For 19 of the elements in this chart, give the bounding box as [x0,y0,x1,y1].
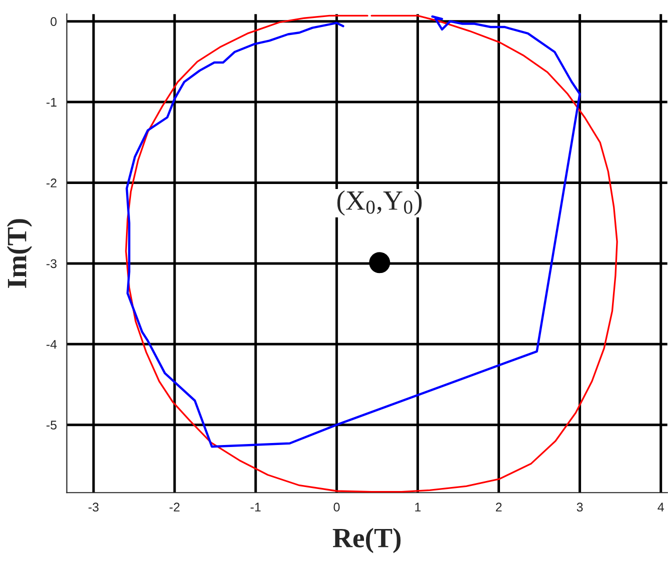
y-tick-label: -2 [46,178,56,188]
y-tick-label: 0 [50,17,57,26]
x-tick-label: -3 [88,502,99,512]
y-tick-label: -3 [46,259,57,268]
y-tick-label: -5 [46,420,57,430]
line-series [125,14,618,493]
x-axis-title: Re(T) [332,528,401,554]
y-tick-label: -1 [46,98,56,107]
x-tick-label: 2 [496,502,502,512]
x-tick-label: 3 [576,502,583,512]
annotation: (X$_{0}$,Y$_{0}$) [337,190,422,216]
line-series [126,15,581,448]
y-tick-label: -4 [46,340,57,349]
x-tick-label: -1 [250,502,261,512]
y-axis-title: Im(T) [6,219,32,288]
x-tick-label: 0 [334,502,340,512]
x-tick-label: -2 [170,502,180,512]
x-tick-label: 4 [658,502,664,512]
x-tick-label: 1 [415,502,421,512]
